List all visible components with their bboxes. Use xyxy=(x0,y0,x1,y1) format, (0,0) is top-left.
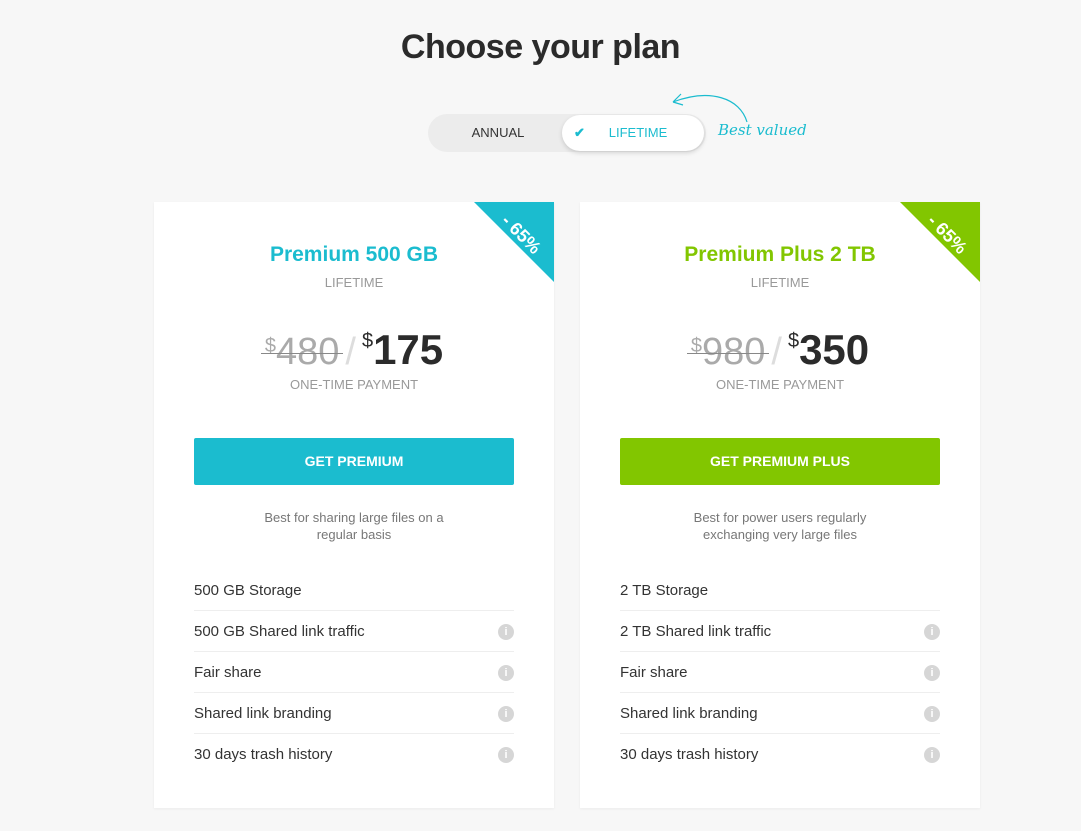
new-price: 175 xyxy=(373,326,444,373)
feature-row: 2 TB Shared link traffic i xyxy=(620,611,940,652)
payment-type: ONE-TIME PAYMENT xyxy=(289,377,419,392)
feature-row: 500 GB Storage xyxy=(194,570,514,611)
plan-description: Best for power users regularly exchangin… xyxy=(693,510,867,542)
info-icon[interactable]: i xyxy=(924,624,940,640)
feature-row: 2 TB Storage xyxy=(620,570,940,611)
feature-label: Shared link branding xyxy=(620,705,758,722)
feature-list: 500 GB Storage 500 GB Shared link traffic… xyxy=(194,570,514,775)
get-plan-button[interactable]: GET PREMIUM PLUS xyxy=(620,438,940,485)
feature-list: 2 TB Storage 2 TB Shared link traffic i Fai… xyxy=(620,570,940,775)
feature-label: 2 TB Shared link traffic xyxy=(620,623,772,640)
feature-row: 500 GB Shared link traffic i xyxy=(194,611,514,652)
plan-type: LIFETIME xyxy=(324,275,384,290)
page-title: Choose your plan xyxy=(400,28,681,66)
plan-type: LIFETIME xyxy=(750,275,810,290)
old-price: $480 xyxy=(260,331,343,373)
plan-name: Premium 500 GB xyxy=(269,243,439,266)
feature-row: 30 days trash history i xyxy=(620,734,940,775)
feature-row: Fair share i xyxy=(194,652,514,693)
divider: / xyxy=(345,331,356,373)
old-price: $980 xyxy=(686,331,769,373)
plan-name: Premium Plus 2 TB xyxy=(684,243,876,266)
divider: / xyxy=(771,331,782,373)
plan-card: - 65% Premium Plus 2 TB LIFETIME $980/$3… xyxy=(580,202,980,808)
feature-label: 500 GB Storage xyxy=(194,582,302,599)
arrow-icon xyxy=(672,93,748,123)
info-icon[interactable]: i xyxy=(498,624,514,640)
payment-type: ONE-TIME PAYMENT xyxy=(715,377,845,392)
feature-label: Fair share xyxy=(620,664,688,681)
lifetime-label: LIFETIME xyxy=(608,125,668,140)
feature-label: 30 days trash history xyxy=(194,746,333,763)
price: $480/$175 xyxy=(260,326,444,373)
info-icon[interactable]: i xyxy=(924,706,940,722)
feature-row: Shared link branding i xyxy=(620,693,940,734)
discount-ribbon xyxy=(900,202,980,282)
get-plan-button[interactable]: GET PREMIUM xyxy=(194,438,514,485)
feature-row: Shared link branding i xyxy=(194,693,514,734)
price: $980/$350 xyxy=(686,326,870,373)
feature-label: Fair share xyxy=(194,664,262,681)
feature-label: Shared link branding xyxy=(194,705,332,722)
info-icon[interactable]: i xyxy=(924,747,940,763)
info-icon[interactable]: i xyxy=(498,665,514,681)
feature-label: 2 TB Storage xyxy=(620,582,709,599)
info-icon[interactable]: i xyxy=(924,665,940,681)
annual-option[interactable]: ANNUAL xyxy=(471,125,525,140)
discount-ribbon xyxy=(474,202,554,282)
info-icon[interactable]: i xyxy=(498,706,514,722)
info-icon[interactable]: i xyxy=(498,747,514,763)
billing-toggle[interactable]: ANNUAL ✔ LIFETIME xyxy=(428,114,706,152)
check-icon: ✔ xyxy=(574,125,585,140)
feature-label: 30 days trash history xyxy=(620,746,759,763)
feature-row: 30 days trash history i xyxy=(194,734,514,775)
feature-row: Fair share i xyxy=(620,652,940,693)
plan-card: - 65% Premium 500 GB LIFETIME $480/$175 … xyxy=(154,202,554,808)
new-price: 350 xyxy=(799,326,870,373)
lifetime-option[interactable]: ✔ LIFETIME xyxy=(562,115,704,151)
plan-description: Best for sharing large files on a regula… xyxy=(264,510,444,542)
feature-label: 500 GB Shared link traffic xyxy=(194,623,365,640)
best-valued-note: Best valued xyxy=(718,121,807,139)
